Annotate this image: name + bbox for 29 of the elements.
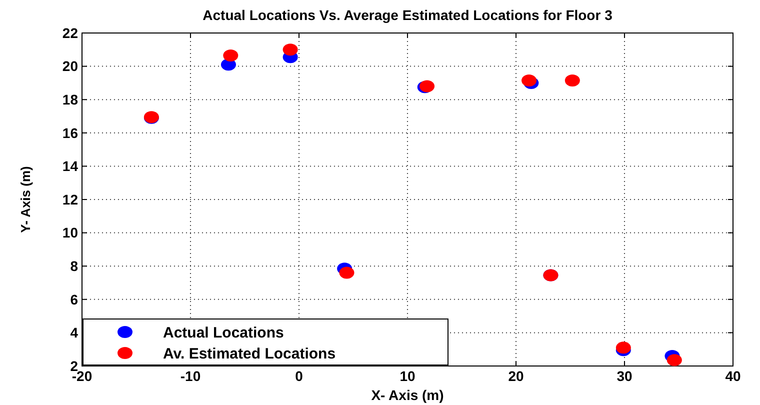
y-tick-label: 14: [62, 158, 78, 174]
point: [666, 354, 682, 366]
point: [522, 74, 537, 86]
x-tick-label: 30: [616, 368, 632, 384]
x-tick-label: 40: [725, 368, 741, 384]
y-tick-label: 8: [70, 258, 78, 274]
y-tick-label: 10: [62, 224, 78, 241]
y-tick-label: 12: [62, 191, 78, 208]
x-axis-title: X- Axis (m): [371, 387, 444, 403]
y-tick-label: 4: [70, 324, 78, 341]
x-tick-label: 10: [400, 368, 416, 384]
y-tick-label: 20: [62, 58, 78, 74]
x-tick-label: -10: [180, 368, 201, 384]
x-tick-label: 20: [508, 368, 524, 384]
y-tick-label: 22: [62, 24, 78, 41]
y-tick-label: 16: [62, 124, 78, 141]
point: [420, 80, 435, 92]
point: [616, 342, 631, 354]
x-tick-label: 0: [295, 368, 304, 384]
y-tick-label: 18: [62, 92, 78, 108]
legend-label: Actual Locations: [163, 324, 284, 342]
y-tick-label: 6: [70, 291, 78, 308]
y-axis-title: Y- Axis (m): [18, 166, 33, 233]
point: [339, 266, 354, 279]
point: [223, 49, 238, 62]
legend-label: Av. Estimated Locations: [163, 345, 336, 362]
point: [282, 44, 298, 56]
chart-title: Actual Locations Vs. Average Estimated Locations for Floor 3: [202, 7, 613, 23]
point: [564, 74, 580, 86]
